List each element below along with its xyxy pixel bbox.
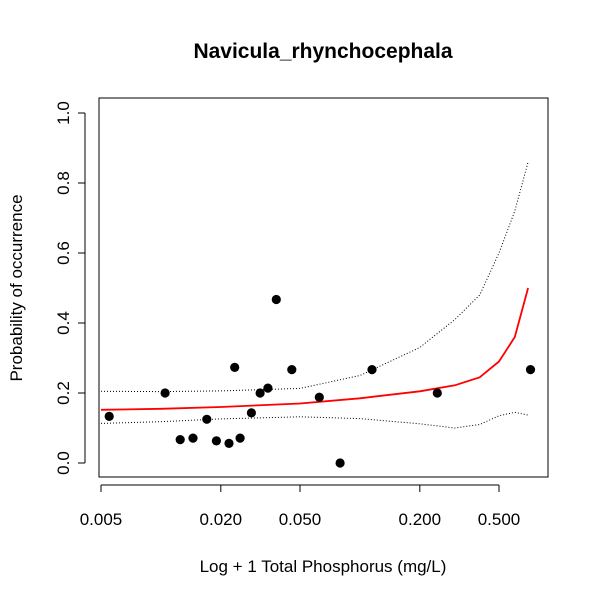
x-tick-label: 0.200 — [399, 510, 442, 529]
data-point — [367, 365, 377, 375]
fit-curve — [100, 287, 529, 411]
data-point — [525, 365, 536, 375]
data-point — [104, 411, 114, 421]
data-point — [246, 408, 256, 418]
data-point — [230, 362, 240, 372]
lower-confidence-line — [100, 411, 529, 429]
data-point — [175, 435, 185, 445]
data-point — [335, 458, 345, 468]
confidence-bands — [100, 161, 529, 429]
data-point — [287, 365, 297, 375]
data-point — [271, 294, 281, 305]
x-tick-label: 0.005 — [80, 510, 123, 529]
data-point — [188, 433, 198, 443]
chart-title: Navicula_rhynchocephala — [193, 40, 452, 63]
data-point — [314, 392, 324, 402]
data-point — [255, 388, 265, 398]
x-axis-label: Log + 1 Total Phosphorus (mg/L) — [200, 557, 447, 576]
data-point — [235, 433, 245, 443]
upper-confidence-line — [100, 161, 529, 393]
x-tick-label: 0.050 — [279, 510, 322, 529]
x-tick-label: 0.500 — [478, 510, 521, 529]
fitted-probability-line — [100, 287, 529, 411]
y-tick-label: 0.6 — [54, 241, 73, 265]
data-point — [202, 414, 212, 424]
x-tick-label: 0.020 — [200, 510, 243, 529]
y-tick-label: 0.0 — [54, 451, 73, 475]
data-point — [160, 388, 170, 398]
data-point — [211, 436, 221, 446]
y-tick-label: 1.0 — [54, 101, 73, 125]
data-point — [432, 388, 442, 398]
data-point — [263, 383, 273, 393]
plot-frame — [98, 97, 549, 478]
y-tick-label: 0.4 — [54, 311, 73, 335]
data-point — [224, 438, 234, 448]
data-points — [104, 294, 536, 468]
y-tick-label: 0.2 — [54, 381, 73, 405]
axes: 0.005 0.020 0.050 0.200 0.500 0.0 0.2 0.4 0.6 0.8… — [54, 97, 549, 529]
y-tick-label: 0.8 — [54, 171, 73, 195]
y-axis-label: Probability of occurrence — [7, 194, 26, 381]
